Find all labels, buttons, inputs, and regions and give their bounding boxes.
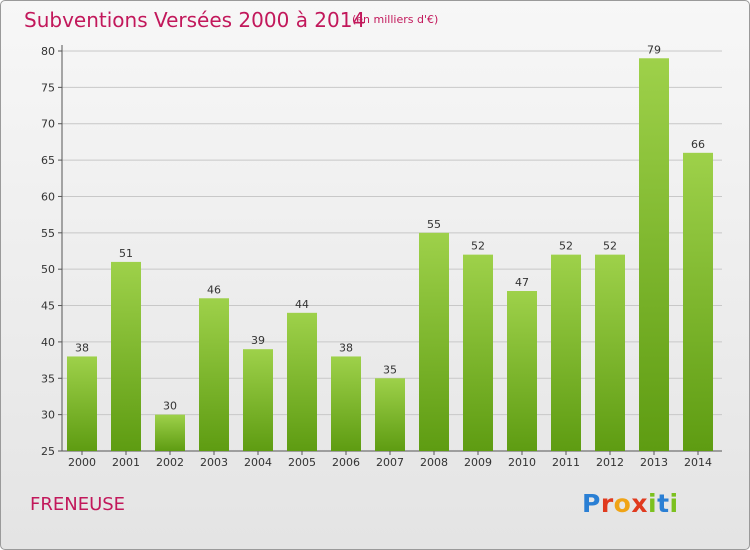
bar (595, 254, 625, 451)
data-label: 39 (251, 334, 265, 347)
logo-letter: o (613, 489, 632, 518)
bar (111, 261, 141, 451)
y-tick-label: 30 (41, 409, 55, 422)
y-tick-label: 75 (41, 81, 55, 94)
data-label: 35 (383, 363, 397, 376)
logo-letter: x (631, 489, 648, 518)
data-label: 66 (691, 138, 705, 151)
bars (67, 58, 713, 451)
data-label: 52 (471, 240, 485, 253)
x-tick-label: 2013 (640, 456, 668, 469)
y-tick-label: 60 (41, 190, 55, 203)
x-tick-label: 2011 (552, 456, 580, 469)
data-label: 38 (75, 341, 89, 354)
proxiti-logo[interactable]: Proxiti (582, 489, 679, 518)
y-tick-label: 35 (41, 372, 55, 385)
bar (243, 349, 273, 451)
logo-letter: r (600, 489, 614, 518)
bar (639, 58, 669, 451)
bar (287, 312, 317, 451)
bar (67, 356, 97, 451)
data-label: 30 (163, 400, 177, 413)
bar (507, 291, 537, 451)
y-tick-label: 55 (41, 227, 55, 240)
data-label: 55 (427, 218, 441, 231)
chart-subtitle: (en milliers d'€) (352, 13, 439, 26)
x-tick-label: 2008 (420, 456, 448, 469)
y-tick-label: 65 (41, 154, 55, 167)
y-tick-label: 45 (41, 300, 55, 313)
x-tick-label: 2004 (244, 456, 272, 469)
x-tick-label: 2010 (508, 456, 536, 469)
x-tick-label: 2003 (200, 456, 228, 469)
data-label: 51 (119, 247, 133, 260)
bar (419, 232, 449, 451)
x-tick-label: 2006 (332, 456, 360, 469)
logo-letter: i (648, 489, 658, 518)
bar (683, 152, 713, 451)
chart-title: Subventions Versées 2000 à 2014 (24, 8, 366, 32)
bar (463, 254, 493, 451)
labels: 25 30 35 40 45 50 55 60 65 70 75 80 2000 38 2001 51 2002… (41, 43, 712, 469)
data-label: 47 (515, 276, 529, 289)
y-tick-label: 80 (41, 45, 55, 58)
x-tick-label: 2012 (596, 456, 624, 469)
bar (331, 356, 361, 451)
commune-name: FRENEUSE (30, 494, 126, 515)
x-tick-label: 2002 (156, 456, 184, 469)
y-tick-label: 40 (41, 336, 55, 349)
x-tick-label: 2001 (112, 456, 140, 469)
bar (551, 254, 581, 451)
x-tick-label: 2014 (684, 456, 712, 469)
x-tick-label: 2000 (68, 456, 96, 469)
y-tick-label: 25 (41, 445, 55, 458)
logo-letter: P (582, 489, 601, 518)
logo-letter: t (657, 489, 670, 518)
x-tick-label: 2007 (376, 456, 404, 469)
bar (199, 298, 229, 451)
data-label: 38 (339, 341, 353, 354)
y-tick-label: 50 (41, 263, 55, 276)
logo-letter: i (669, 489, 679, 518)
data-label: 52 (559, 240, 573, 253)
bar (155, 414, 185, 451)
data-label: 79 (647, 43, 661, 56)
data-label: 46 (207, 283, 221, 296)
y-tick-label: 70 (41, 118, 55, 131)
data-label: 44 (295, 298, 309, 311)
data-label: 52 (603, 240, 617, 253)
x-tick-label: 2009 (464, 456, 492, 469)
x-tick-label: 2005 (288, 456, 316, 469)
bar (375, 378, 405, 451)
